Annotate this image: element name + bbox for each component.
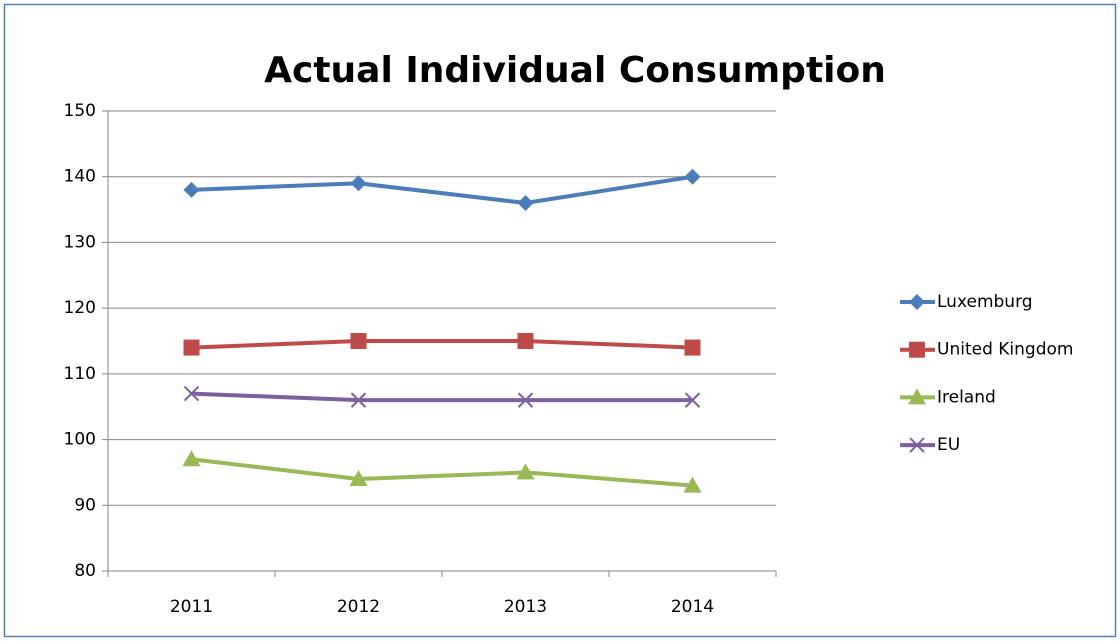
series-line	[191, 339, 693, 350]
y-tick-label: 90	[74, 495, 96, 515]
data-point	[350, 392, 367, 408]
series-line	[191, 174, 693, 205]
series-line	[191, 391, 693, 403]
data-point	[517, 392, 534, 408]
chart-title: Actual Individual Consumption	[264, 50, 886, 91]
legend-marker	[909, 294, 925, 310]
data-point	[183, 339, 200, 356]
legend-label: Ireland	[937, 387, 996, 407]
y-tick-label: 100	[64, 430, 96, 450]
chart-border	[3, 3, 1117, 638]
x-tick-label: 2014	[671, 597, 714, 617]
data-point	[684, 339, 701, 356]
y-tick-label: 150	[64, 101, 96, 121]
legend-label: EU	[937, 435, 960, 455]
legend-marker	[908, 388, 926, 405]
data-point	[684, 392, 701, 408]
data-point	[683, 476, 702, 493]
y-tick-label: 140	[64, 167, 96, 187]
data-point	[182, 450, 201, 467]
data-point	[183, 385, 200, 402]
series-line	[191, 457, 693, 488]
y-tick-label: 80	[74, 561, 96, 581]
y-tick-label: 130	[64, 232, 96, 252]
data-point	[350, 333, 367, 349]
data-point	[349, 470, 368, 486]
x-tick-label: 2013	[504, 597, 547, 617]
legend-marker	[909, 341, 925, 358]
data-point	[684, 168, 701, 185]
legend-marker	[909, 437, 925, 453]
legend-label: Luxemburg	[937, 292, 1033, 312]
legend-label: United Kingdom	[937, 340, 1073, 360]
x-tick-label: 2012	[337, 597, 380, 617]
x-tick-label: 2011	[170, 597, 213, 617]
data-point	[517, 195, 534, 211]
data-point	[517, 333, 534, 349]
data-point	[516, 463, 535, 480]
data-point	[183, 181, 200, 198]
data-point	[350, 175, 367, 192]
y-tick-label: 120	[64, 298, 96, 318]
y-tick-label: 110	[64, 364, 96, 384]
